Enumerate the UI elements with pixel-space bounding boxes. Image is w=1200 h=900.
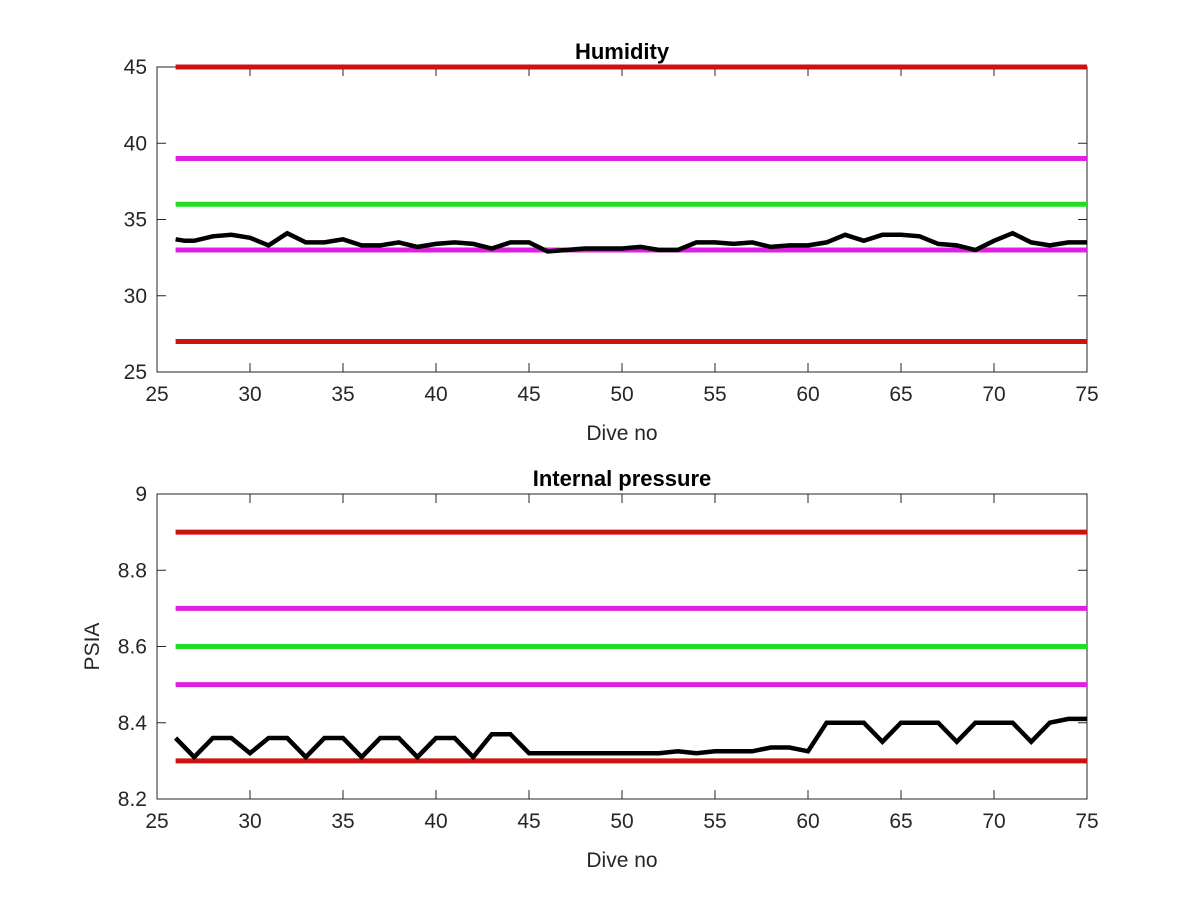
internal-pressure-y-tick-label: 8.4: [118, 712, 148, 735]
internal-pressure-x-tick-label: 70: [982, 810, 1005, 833]
humidity-x-tick-label: 30: [238, 383, 261, 406]
humidity-x-tick-label: 70: [982, 383, 1005, 406]
internal-pressure-x-tick-label: 75: [1075, 810, 1098, 833]
internal-pressure-y-tick-label: 9: [135, 483, 147, 506]
internal-pressure-x-tick-label: 40: [424, 810, 447, 833]
internal-pressure-x-tick-label: 65: [889, 810, 912, 833]
humidity-x-tick-label: 35: [331, 383, 354, 406]
internal-pressure-y-tick-label: 8.2: [118, 788, 147, 811]
internal-pressure-title: Internal pressure: [533, 466, 712, 491]
humidity-data-line: [175, 230, 1087, 254]
humidity-title: Humidity: [575, 39, 670, 64]
internal-pressure-x-tick-label: 60: [796, 810, 819, 833]
humidity-y-tick-label: 40: [124, 132, 147, 155]
humidity-x-tick-label: 40: [424, 383, 447, 406]
humidity-x-tick-label: 65: [889, 383, 912, 406]
internal-pressure-x-tick-label: 35: [331, 810, 354, 833]
internal-pressure-y-tick-label: 8.8: [118, 559, 147, 582]
internal-pressure-chart: 25 30 35 40 45 50 55 60 65 70 75 8.2 8.4 8.6 8.8 9 Inter…: [81, 466, 1099, 872]
humidity-y-tick-label: 30: [124, 285, 147, 308]
internal-pressure-x-axis-label: Dive no: [586, 849, 657, 872]
humidity-y-tick-label: 35: [124, 209, 147, 232]
internal-pressure-x-tick-label: 45: [517, 810, 540, 833]
internal-pressure-y-axis-label: PSIA: [81, 623, 104, 671]
humidity-x-tick-label: 60: [796, 383, 819, 406]
humidity-y-tick-label: 25: [124, 361, 147, 384]
humidity-x-tick-label: 50: [610, 383, 633, 406]
humidity-y-tick-label: 45: [124, 56, 147, 79]
humidity-chart: 25 30 35 40 45 50 55 60 65 70 75 25 30 35 40 45 Humidity…: [124, 39, 1099, 445]
humidity-x-axis-label: Dive no: [586, 422, 657, 445]
internal-pressure-data-line: [173, 716, 1087, 761]
internal-pressure-x-tick-label: 25: [145, 810, 168, 833]
internal-pressure-x-tick-label: 30: [238, 810, 261, 833]
humidity-x-tick-label: 75: [1075, 383, 1098, 406]
humidity-x-tick-label: 45: [517, 383, 540, 406]
humidity-x-tick-label: 55: [703, 383, 726, 406]
internal-pressure-x-tick-label: 55: [703, 810, 726, 833]
internal-pressure-y-tick-label: 8.6: [118, 636, 147, 659]
humidity-axes-box: [156, 66, 1088, 373]
internal-pressure-x-tick-label: 50: [610, 810, 633, 833]
humidity-x-tick-label: 25: [145, 383, 168, 406]
